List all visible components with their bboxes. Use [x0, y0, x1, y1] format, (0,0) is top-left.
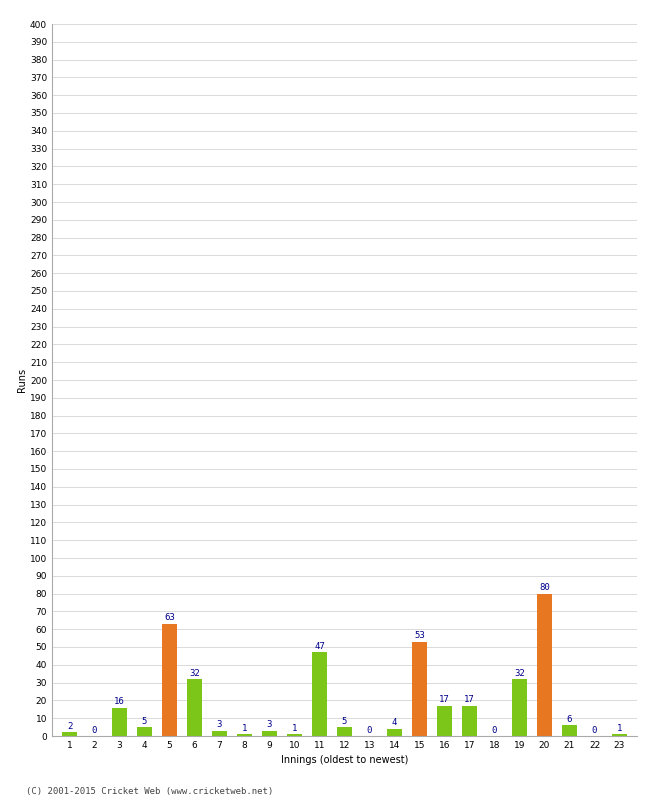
Text: 2: 2	[67, 722, 72, 731]
Text: 32: 32	[189, 669, 200, 678]
Bar	[237, 734, 252, 736]
Text: 3: 3	[217, 720, 222, 730]
Bar	[387, 729, 402, 736]
Text: 1: 1	[242, 724, 247, 733]
Text: (C) 2001-2015 Cricket Web (www.cricketweb.net): (C) 2001-2015 Cricket Web (www.cricketwe…	[26, 787, 273, 796]
Text: 0: 0	[367, 726, 372, 734]
Bar	[262, 730, 277, 736]
Text: 16: 16	[114, 697, 125, 706]
Bar	[62, 733, 77, 736]
Text: 0: 0	[492, 726, 497, 734]
Bar	[287, 734, 302, 736]
X-axis label: Innings (oldest to newest): Innings (oldest to newest)	[281, 755, 408, 766]
Text: 0: 0	[92, 726, 98, 734]
Bar	[112, 707, 127, 736]
Text: 53: 53	[414, 631, 425, 640]
Y-axis label: Runs: Runs	[17, 368, 27, 392]
Bar	[187, 679, 202, 736]
Bar	[312, 652, 327, 736]
Text: 3: 3	[266, 720, 272, 730]
Text: 17: 17	[439, 695, 450, 704]
Bar	[437, 706, 452, 736]
Text: 6: 6	[567, 715, 572, 724]
Text: 80: 80	[539, 583, 550, 592]
Text: 63: 63	[164, 614, 175, 622]
Text: 0: 0	[592, 726, 597, 734]
Text: 17: 17	[464, 695, 475, 704]
Text: 1: 1	[617, 724, 622, 733]
Text: 4: 4	[392, 718, 397, 727]
Bar	[412, 642, 427, 736]
Bar	[562, 726, 577, 736]
Bar	[537, 594, 552, 736]
Bar	[612, 734, 627, 736]
Text: 5: 5	[342, 717, 347, 726]
Text: 32: 32	[514, 669, 525, 678]
Bar	[462, 706, 477, 736]
Text: 47: 47	[314, 642, 325, 651]
Text: 5: 5	[142, 717, 147, 726]
Text: 1: 1	[292, 724, 297, 733]
Bar	[137, 727, 152, 736]
Bar	[212, 730, 227, 736]
Bar	[512, 679, 527, 736]
Bar	[162, 624, 177, 736]
Bar	[337, 727, 352, 736]
